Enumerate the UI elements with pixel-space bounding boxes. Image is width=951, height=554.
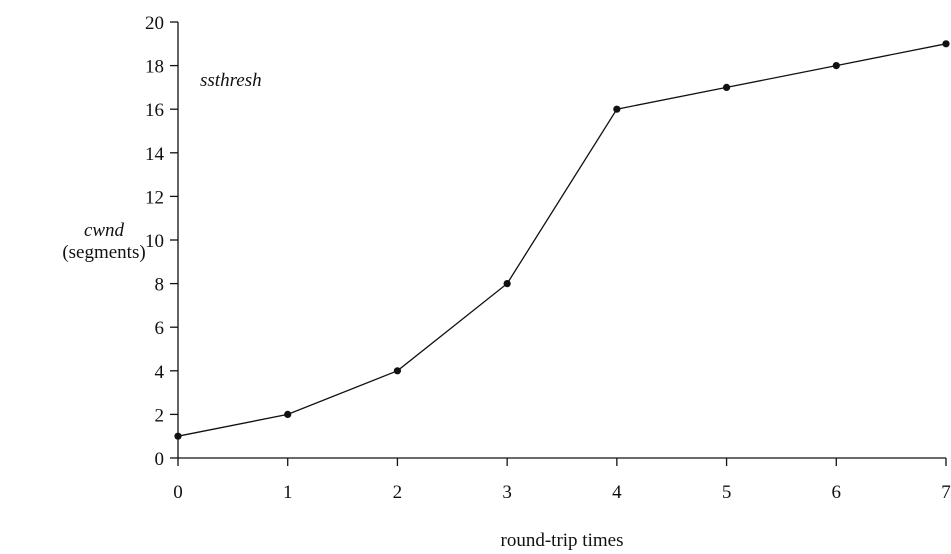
x-axis-title: round-trip times — [501, 530, 624, 551]
x-tick-label: 6 — [832, 482, 842, 503]
data-point — [174, 432, 182, 440]
y-tick-label: 14 — [145, 144, 165, 165]
x-tick-label: 3 — [502, 482, 512, 503]
cwnd-data-points — [174, 40, 950, 440]
y-tick-label: 18 — [145, 57, 164, 78]
y-tick-label: 10 — [145, 231, 164, 252]
ssthresh-annotation: ssthresh — [200, 70, 262, 91]
x-tick-label: 2 — [393, 482, 403, 503]
data-point — [942, 40, 950, 48]
x-tick-label: 7 — [941, 482, 951, 503]
y-tick-label: 12 — [145, 187, 164, 208]
x-tick-label: 4 — [612, 482, 622, 503]
y-axis-title-units: (segments) — [62, 242, 145, 263]
y-tick-label: 20 — [145, 13, 164, 34]
y-tick-label: 2 — [155, 405, 165, 426]
data-point — [284, 410, 292, 418]
data-point — [503, 280, 511, 288]
x-tick-label: 5 — [722, 482, 732, 503]
y-tick-label: 16 — [145, 100, 164, 121]
data-point — [722, 83, 731, 91]
data-point — [613, 105, 621, 113]
x-tick-label: 1 — [283, 482, 293, 503]
y-tick-label: 8 — [155, 275, 165, 296]
y-tick-label: 0 — [155, 449, 165, 470]
y-axis-title-cwnd: cwnd — [84, 220, 125, 241]
y-axis: 0 2 4 6 8 10 12 14 16 18 20 — [145, 13, 179, 470]
cwnd-series-line — [177, 43, 947, 437]
data-point — [832, 62, 840, 70]
x-tick-label: 0 — [173, 482, 183, 503]
y-tick-label: 6 — [155, 318, 165, 339]
data-point — [393, 367, 402, 375]
x-axis: 0 1 2 3 4 5 6 7 — [173, 457, 951, 503]
y-tick-label: 4 — [155, 362, 165, 383]
